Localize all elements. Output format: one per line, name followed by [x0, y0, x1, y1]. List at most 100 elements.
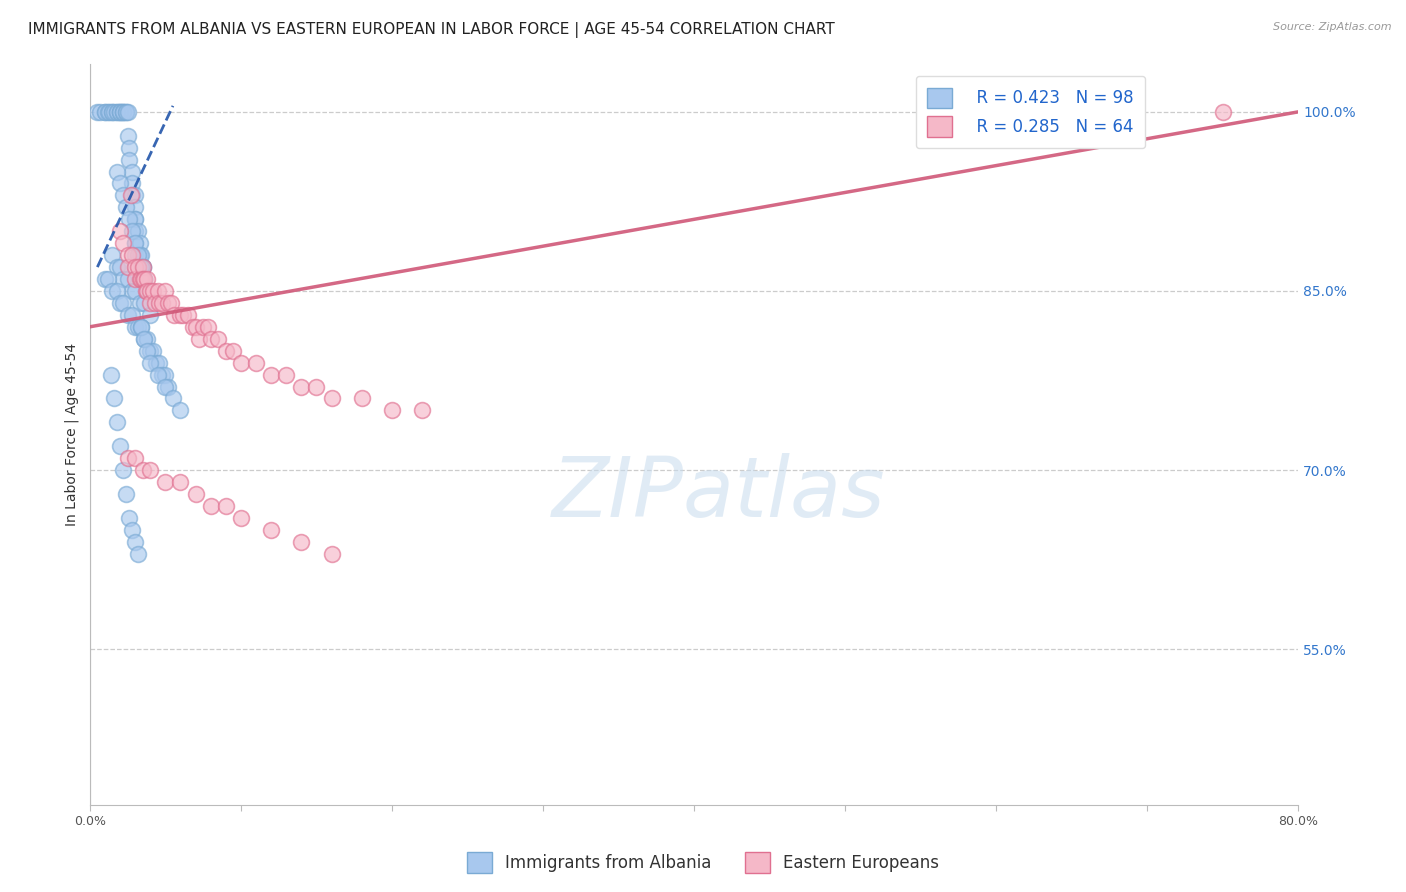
- Point: [117, 128, 139, 143]
- Point: [134, 296, 156, 310]
- Point: [117, 272, 139, 286]
- Point: [112, 104, 135, 119]
- Point: [1212, 104, 1234, 119]
- Point: [97, 272, 120, 286]
- Point: [94, 104, 117, 119]
- Point: [108, 439, 131, 453]
- Point: [142, 284, 165, 298]
- Point: [121, 308, 143, 322]
- Point: [157, 296, 180, 310]
- Point: [115, 104, 138, 119]
- Point: [155, 475, 177, 489]
- Point: [169, 475, 191, 489]
- Point: [148, 296, 170, 310]
- Point: [124, 284, 146, 298]
- Point: [139, 296, 162, 310]
- Point: [124, 236, 146, 251]
- Point: [101, 284, 124, 298]
- Text: ZIPatlas: ZIPatlas: [551, 453, 884, 534]
- Point: [146, 368, 169, 382]
- Point: [128, 236, 150, 251]
- Point: [121, 248, 143, 262]
- Point: [131, 463, 153, 477]
- Point: [115, 200, 138, 214]
- Point: [124, 534, 146, 549]
- Point: [139, 343, 162, 358]
- Point: [215, 343, 238, 358]
- Point: [103, 392, 125, 406]
- Point: [128, 248, 150, 262]
- Point: [169, 308, 191, 322]
- Point: [101, 104, 124, 119]
- Point: [245, 356, 267, 370]
- Point: [108, 296, 131, 310]
- Point: [101, 104, 124, 119]
- Point: [121, 177, 143, 191]
- Point: [177, 308, 200, 322]
- Point: [121, 164, 143, 178]
- Point: [134, 332, 156, 346]
- Point: [105, 164, 128, 178]
- Point: [124, 451, 146, 466]
- Point: [124, 200, 146, 214]
- Point: [184, 319, 207, 334]
- Point: [124, 212, 146, 227]
- Point: [136, 332, 159, 346]
- Point: [129, 319, 152, 334]
- Point: [117, 104, 139, 119]
- Point: [162, 392, 184, 406]
- Point: [105, 260, 128, 274]
- Point: [121, 224, 143, 238]
- Point: [94, 272, 117, 286]
- Point: [124, 224, 146, 238]
- Point: [155, 368, 177, 382]
- Point: [117, 260, 139, 274]
- Point: [181, 319, 204, 334]
- Point: [124, 236, 146, 251]
- Point: [146, 284, 169, 298]
- Point: [118, 153, 141, 167]
- Point: [117, 308, 139, 322]
- Point: [200, 332, 222, 346]
- Point: [117, 451, 139, 466]
- Point: [115, 104, 138, 119]
- Point: [108, 224, 131, 238]
- Point: [129, 272, 152, 286]
- Point: [222, 343, 245, 358]
- Point: [260, 368, 283, 382]
- Point: [187, 332, 209, 346]
- Point: [136, 343, 159, 358]
- Point: [118, 212, 141, 227]
- Point: [139, 356, 162, 370]
- Point: [115, 487, 138, 501]
- Point: [131, 260, 153, 274]
- Point: [124, 248, 146, 262]
- Point: [128, 272, 150, 286]
- Point: [117, 248, 139, 262]
- Point: [131, 272, 153, 286]
- Point: [260, 523, 283, 537]
- Point: [160, 296, 183, 310]
- Point: [155, 284, 177, 298]
- Point: [135, 284, 157, 298]
- Point: [105, 104, 128, 119]
- Point: [127, 547, 149, 561]
- Point: [134, 332, 156, 346]
- Point: [121, 523, 143, 537]
- Point: [169, 403, 191, 417]
- Point: [124, 188, 146, 202]
- Point: [157, 379, 180, 393]
- Point: [411, 403, 433, 417]
- Point: [200, 499, 222, 513]
- Point: [136, 272, 159, 286]
- Point: [100, 368, 122, 382]
- Point: [215, 499, 238, 513]
- Point: [143, 296, 166, 310]
- Point: [112, 296, 135, 310]
- Point: [112, 104, 135, 119]
- Point: [305, 379, 328, 393]
- Point: [105, 284, 128, 298]
- Point: [97, 104, 120, 119]
- Point: [94, 104, 117, 119]
- Point: [131, 260, 153, 274]
